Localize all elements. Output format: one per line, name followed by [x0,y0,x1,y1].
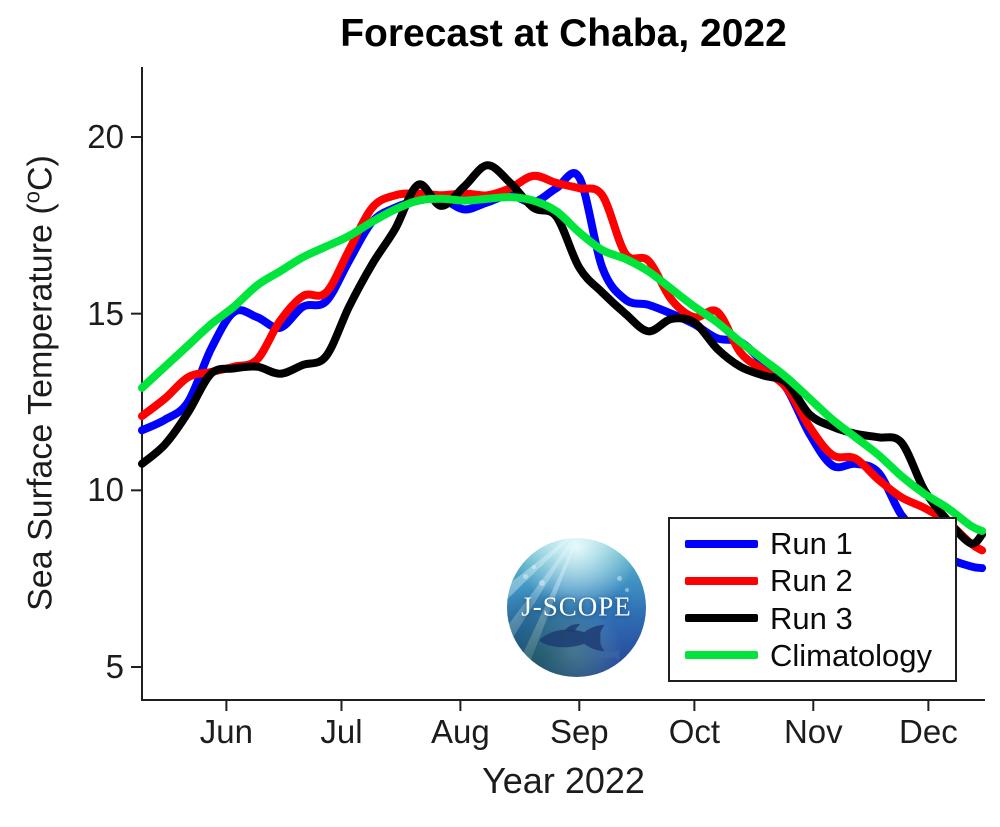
y-tick-label: 15 [87,294,124,332]
x-tick-label: Aug [431,713,490,750]
legend-label: Climatology [770,637,932,673]
run2-line-swatch [685,576,758,585]
jscope-logo-text: J-SCOPE [521,590,632,621]
bubble-icon [532,565,536,569]
y-axis-label: Sea Surface Temperature (oC) [19,155,60,611]
bubble-icon [539,580,545,586]
legend-item-run1: Run 1 [670,526,955,562]
y-tick-label: 20 [87,118,124,155]
legend-box: Run 1 Run 2 Run 3 Climatology [668,517,957,682]
chart-title: Forecast at Chaba, 2022 [340,12,787,55]
jscope-logo: J-SCOPE [507,538,646,677]
legend-label: Run 1 [770,526,853,562]
legend-item-climatology: Climatology [670,637,955,673]
fish-icon [539,623,605,652]
bubble-icon [625,588,629,592]
legend-item-run2: Run 2 [670,563,955,599]
x-tick-label: Nov [783,713,843,750]
legend-item-run3: Run 3 [670,600,955,636]
bubble-icon [523,574,528,579]
series-line-run1 [138,169,987,573]
run1-line-swatch [685,539,758,548]
degree-superscript: o [19,191,45,204]
y-tick-label: 5 [105,647,124,685]
x-tick-label: Dec [899,713,958,750]
x-tick-label: Sep [549,713,609,750]
x-tick-label: Jul [320,713,363,750]
x-axis-label: Year 2022 [482,760,645,801]
small-fish-icon [596,649,621,660]
y-tick-label: 10 [87,471,124,509]
x-tick-label: Oct [668,713,721,750]
legend-label: Run 3 [770,600,853,636]
x-tick-label: Jun [199,713,253,750]
series-line-climatology [138,193,987,535]
climatology-line-swatch [685,651,758,660]
series-line-run2 [138,171,987,555]
run3-line-swatch [685,614,758,623]
bubble-icon [617,576,622,581]
series-line-run3 [138,161,987,548]
axes-spines [141,67,985,701]
legend-label: Run 2 [770,563,853,599]
